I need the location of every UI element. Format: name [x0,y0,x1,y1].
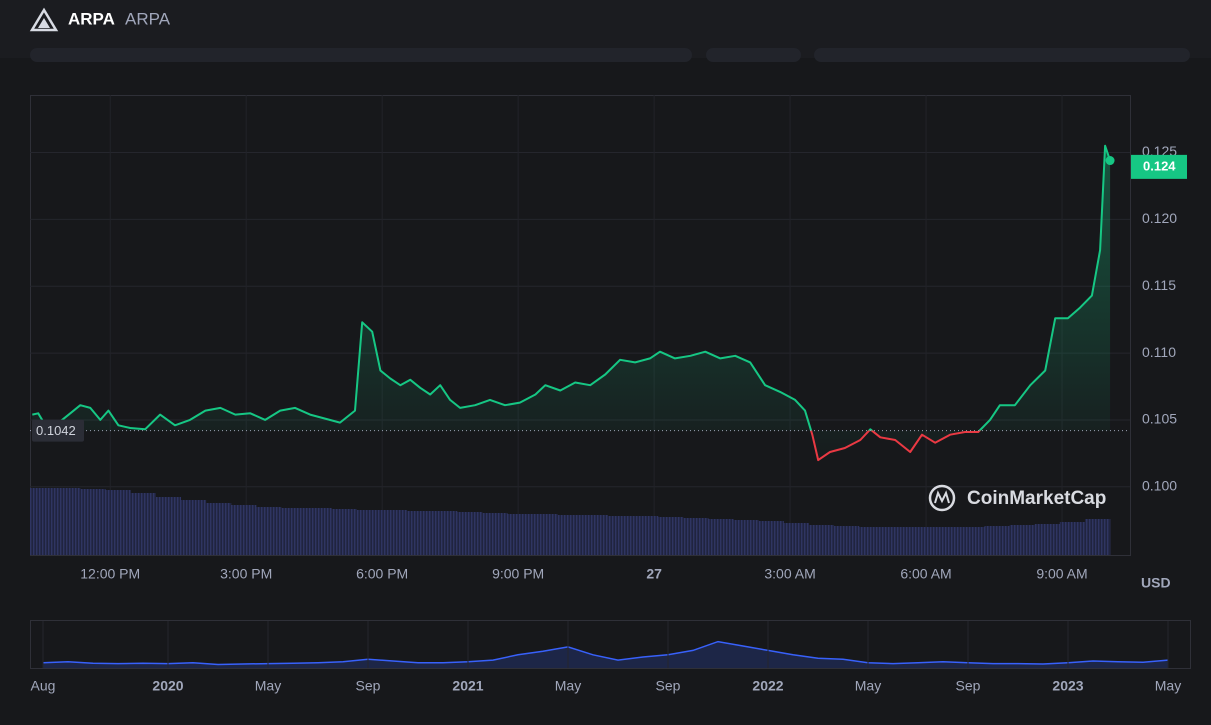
volume-bar [356,510,382,555]
volume-bar [557,515,583,555]
watermark: CoinMarketCap [928,484,1106,512]
volume-bar [1059,522,1086,555]
x-tick-label: 12:00 PM [80,566,140,582]
navigator-area [43,641,1168,668]
volume-bar [281,508,307,555]
navigator-label: May [1155,678,1181,694]
volume-bar [683,518,709,555]
x-tick-label: 27 [646,566,662,582]
volume-bar [205,503,232,555]
volume-bar [833,526,860,555]
x-tick-label: 6:00 PM [356,566,408,582]
volume-bar [381,510,408,555]
volume-bar [1009,525,1036,555]
volume-bar [456,512,483,555]
logo [29,7,59,32]
volume-bar [155,497,182,555]
tab[interactable] [706,48,801,62]
volume-bar [1084,519,1111,555]
price-line [32,144,1112,462]
x-tick-label: 9:00 AM [1036,566,1087,582]
tab[interactable] [30,48,692,62]
volume-bar [180,500,207,555]
watermark-text: CoinMarketCap [967,488,1106,509]
y-unit: USD [1141,575,1171,591]
volume-bar [883,527,910,555]
navigator-line [42,640,1169,666]
volume-bar [507,514,533,555]
last-point [1105,156,1115,166]
volume-bar [708,519,734,555]
coin-name: ARPA [125,9,171,28]
navigator-label: Sep [656,678,681,694]
y-tick-label: 0.115 [1142,277,1176,293]
volume-bar [482,513,508,555]
navigator-label: Sep [356,678,381,694]
volume-bar [532,514,558,555]
volume-bar [256,507,282,555]
navigator-label: 2023 [1052,678,1083,694]
volume-bar [55,488,81,555]
navigator-label: May [555,678,581,694]
volume-bar [783,523,809,555]
volume-bar [582,515,609,555]
navigator-label: 2022 [752,678,783,694]
volume-bar [306,508,332,555]
grid [30,95,1130,555]
volume-bar [733,520,759,555]
volume-bar [909,527,935,555]
volume-bar [808,525,835,555]
navigator-label: 2021 [452,678,483,694]
navigator-label: May [855,678,881,694]
tab[interactable] [814,48,1190,62]
navigator-label: 2020 [152,678,183,694]
navigator-label: May [255,678,281,694]
plot-frame [30,95,1131,556]
reference-label-bg [32,419,84,442]
volume-bar [607,516,634,555]
volume-bar [331,509,357,555]
volume-bar [406,511,433,555]
area [32,145,1111,461]
volume-bar [431,511,458,555]
y-tick-label: 0.120 [1142,210,1177,226]
volume-bar [632,516,659,555]
y-tick-label: 0.105 [1142,411,1177,427]
volume-bar [230,505,257,555]
volume-bar [1034,524,1061,555]
navigator-label: Sep [956,678,981,694]
volume-bar [858,527,885,555]
volume-bar [130,493,156,555]
x-tick-label: 3:00 PM [220,566,272,582]
volume-bar [758,521,784,555]
x-tick-label: 6:00 AM [900,566,951,582]
y-tick-label: 0.100 [1142,478,1177,494]
x-tick-label: 9:00 PM [492,566,544,582]
symbol: ARPA [68,9,115,28]
volume-bar [80,489,106,555]
navigator-label: Aug [31,678,56,694]
navigator-frame [30,620,1191,669]
volume-bar [30,488,56,555]
volume-bar [657,517,684,555]
price-tag-label: 0.124 [1143,158,1176,173]
reference-label: 0.1042 [36,423,76,438]
price-tag [1131,154,1187,179]
volume-bar [105,490,131,555]
volume-bar [934,527,960,555]
volume-bar [959,527,985,555]
volume-bar [984,526,1010,555]
x-tick-label: 3:00 AM [764,566,815,582]
y-tick-label: 0.110 [1142,344,1176,360]
